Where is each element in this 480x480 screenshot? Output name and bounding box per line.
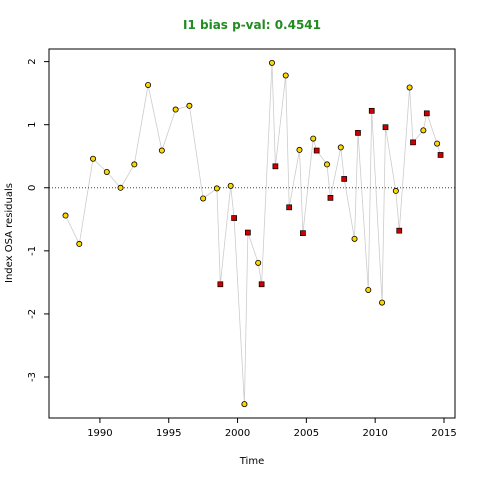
point-square (245, 229, 251, 236)
point-circle (131, 161, 138, 168)
point-circle (186, 102, 193, 109)
y-axis-label: Index OSA residuals (4, 183, 15, 283)
point-square (300, 230, 306, 237)
point-square (258, 281, 265, 288)
point-square (410, 139, 416, 146)
y-tick-label: -3 (27, 372, 38, 382)
y-tick-label: -1 (27, 246, 38, 256)
point-circle (296, 146, 303, 153)
point-circle (103, 168, 110, 175)
plot-frame (48, 48, 456, 419)
point-square (217, 281, 224, 288)
point-circle (255, 259, 262, 266)
point-circle (310, 135, 317, 142)
point-circle (351, 235, 358, 242)
point-circle (365, 286, 372, 293)
point-square (272, 163, 279, 170)
y-tick-label: 1 (27, 122, 38, 128)
x-tick-label: 1995 (156, 428, 181, 439)
point-square (341, 176, 348, 182)
x-axis-label: Time (239, 456, 264, 467)
y-axis: 2 1 0 -1 -2 -3 (27, 58, 49, 382)
point-square (423, 110, 430, 117)
data-markers (62, 59, 444, 408)
point-square (313, 147, 320, 154)
point-circle (213, 185, 220, 192)
point-circle (62, 212, 69, 219)
x-tick-label: 2010 (362, 428, 387, 439)
point-circle (227, 182, 234, 189)
point-circle (117, 184, 124, 191)
point-circle (434, 140, 441, 147)
point-square (231, 215, 237, 221)
point-circle (241, 401, 248, 408)
point-square (286, 204, 293, 211)
y-tick-label: 2 (27, 58, 38, 64)
point-circle (324, 161, 331, 168)
point-square (437, 152, 444, 158)
point-circle (158, 147, 165, 154)
point-circle (172, 106, 179, 113)
point-circle (90, 155, 97, 162)
point-square (355, 130, 361, 136)
point-circle (420, 127, 427, 134)
point-square (396, 227, 403, 234)
x-tick-label: 2000 (225, 428, 250, 439)
point-circle (200, 195, 207, 202)
point-square (368, 107, 375, 114)
point-circle (282, 72, 289, 79)
y-tick-label: 0 (27, 185, 38, 191)
point-square (382, 124, 389, 131)
x-tick-label: 2015 (431, 428, 456, 439)
y-tick-label: -2 (27, 309, 38, 319)
point-circle (406, 84, 413, 91)
x-axis: 1990 1995 2000 2005 2010 2015 (87, 418, 457, 439)
chart-title: I1 bias p-val: 0.4541 (183, 18, 321, 32)
point-circle (379, 299, 386, 306)
point-circle (145, 81, 152, 88)
x-tick-label: 1990 (87, 428, 112, 439)
point-circle (268, 59, 275, 66)
point-circle (337, 144, 344, 151)
x-tick-label: 2005 (294, 428, 319, 439)
point-circle (392, 187, 399, 194)
point-circle (76, 240, 83, 247)
point-square (327, 195, 334, 201)
